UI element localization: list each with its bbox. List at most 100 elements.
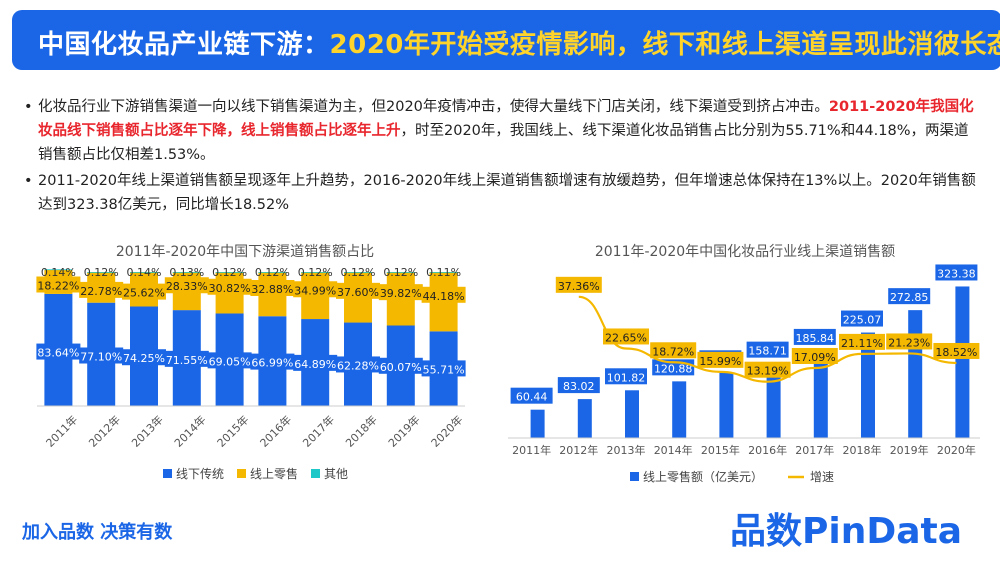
bar-offline-label: 74.25%: [123, 352, 165, 365]
label-bg: [378, 284, 423, 301]
bar-offline-label: 77.10%: [80, 351, 122, 364]
bar-other-label: 0.13%: [169, 266, 204, 279]
label-bg: [164, 350, 209, 367]
label-bg: [839, 333, 885, 350]
legend-label: 线上零售额（亿美元）: [643, 469, 763, 484]
bullet-text: ，时至2020年，我国线上、线下渠道化妆品销售占比分别为55.71%和44.18…: [38, 123, 969, 163]
bar-other: [215, 272, 244, 273]
chart-title: 2011年-2020年中国化妆品行业线上渠道销售额: [595, 244, 895, 260]
bar-other-label: 0.14%: [41, 266, 76, 279]
growth-label: 18.52%: [935, 346, 977, 359]
bar-offline-label: 71.55%: [166, 354, 208, 367]
bar-online-label: 37.60%: [337, 286, 379, 299]
label-bg: [36, 343, 81, 360]
bar-other-label: 0.14%: [127, 266, 162, 279]
label-bg: [122, 283, 166, 300]
label-bg: [650, 342, 697, 359]
x-tick-label: 2020年: [428, 412, 465, 449]
bar-online-label: 28.33%: [166, 280, 208, 293]
label-bg: [336, 282, 380, 299]
bar-offline-label: 66.99%: [251, 357, 293, 370]
label-bg: [888, 288, 931, 305]
label-bg: [122, 349, 166, 366]
bullet-list: 化妆品行业下游销售渠道一向以线下销售渠道为主，但2020年疫情冲击，使得大量线下…: [22, 95, 982, 219]
x-tick-label: 2016年: [257, 412, 294, 449]
x-tick-label: 2015年: [701, 443, 740, 457]
header-bar: [12, 10, 1000, 70]
legend-swatch: [311, 469, 320, 478]
bar-other: [386, 271, 415, 273]
bar-other: [130, 271, 158, 273]
bar-sales-label: 101.82: [607, 371, 646, 384]
growth-line: [578, 295, 957, 383]
page-title: 中国化妆品产业链下游：2020年开始受疫情影响，线下和线上渠道呈现此消彼长态势: [38, 24, 1000, 61]
chart-channel-share-svg: 2011年-2020年中国下游渠道销售额占比83.64%18.22%0.14%2…: [36, 244, 466, 481]
bar-offline-label: 55.71%: [423, 363, 465, 376]
growth-label: 15.99%: [699, 355, 741, 368]
x-tick-label: 2014年: [654, 443, 693, 457]
bar-other-label: 0.12%: [341, 266, 376, 279]
x-tick-label: 2019年: [385, 412, 422, 449]
pindata-logo: 品数PinData: [730, 502, 962, 552]
bar-other-label: 0.12%: [255, 266, 290, 279]
legend-label: 线下传统: [176, 466, 224, 481]
bar-offline-label: 83.64%: [37, 347, 79, 360]
bullet-highlight: 2011-2020年我国化妆品线下销售额占比逐年下降，线上销售额占比逐年上升: [38, 99, 974, 139]
bar-sales: [908, 310, 923, 438]
x-tick-label: 2015年: [214, 412, 251, 449]
label-bg: [697, 351, 744, 368]
growth-label: 37.36%: [558, 280, 600, 293]
growth-label: 18.72%: [652, 345, 694, 358]
bar-other-label: 0.12%: [212, 266, 247, 279]
legend-swatch: [237, 469, 246, 478]
bar-online-label: 25.62%: [123, 287, 165, 300]
bar-other-label: 0.12%: [298, 266, 333, 279]
x-tick-label: 2018年: [342, 412, 379, 449]
x-tick-label: 2017年: [300, 412, 337, 449]
x-tick-label: 2014年: [171, 412, 208, 449]
chart-online-sales: 2011年-2020年中国化妆品行业线上渠道销售额 60.44 2011年 83.02…: [500, 238, 990, 498]
label-bg: [603, 328, 649, 345]
bar-sales-label: 60.44: [516, 391, 548, 404]
chart-title: 2011年-2020年中国下游渠道销售额占比: [116, 244, 374, 260]
bullet-text: 化妆品行业下游销售渠道一向以线下销售渠道为主，但2020年疫情冲击，使得大量线下…: [38, 99, 829, 115]
logo-cn: 品数: [730, 511, 803, 552]
label-bg: [510, 387, 553, 404]
bar-offline-label: 60.07%: [380, 361, 422, 374]
bar-sales-label: 120.88: [654, 362, 693, 375]
bar-other-label: 0.11%: [426, 266, 461, 279]
label-bg: [744, 361, 791, 378]
label-bg: [557, 377, 600, 394]
bar-sales-label: 323.38: [937, 267, 976, 280]
bar-online-label: 30.82%: [209, 282, 251, 295]
logo-en: PinData: [802, 511, 963, 552]
bar-sales: [672, 381, 687, 438]
label-bg: [378, 357, 423, 374]
x-tick-label: 2013年: [607, 443, 646, 457]
growth-label: 13.19%: [747, 365, 789, 378]
label-bg: [250, 353, 295, 370]
bar-online-label: 18.22%: [37, 279, 79, 292]
bar-offline-label: 69.05%: [209, 355, 251, 368]
bar-other: [44, 269, 73, 271]
legend-label: 线上零售: [250, 466, 298, 481]
bar-online-label: 39.82%: [380, 287, 422, 300]
label-bg: [36, 276, 81, 293]
label-bg: [555, 276, 602, 293]
page-title-main: 中国化妆品产业链下游：: [38, 30, 330, 60]
bar-offline-label: 64.89%: [294, 358, 336, 371]
bar-online-label: 32.88%: [251, 283, 293, 296]
label-bg: [605, 368, 647, 385]
label-bg: [421, 286, 466, 303]
label-bg: [79, 281, 124, 298]
x-tick-label: 2012年: [86, 412, 123, 449]
header: 中国化妆品产业链下游：2020年开始受疫情影响，线下和线上渠道呈现此消彼长态势: [0, 0, 1000, 78]
label-bg: [207, 278, 252, 295]
growth-label: 17.09%: [794, 351, 836, 364]
footer-slogan: 加入品数 决策有数: [22, 522, 173, 543]
label-bg: [746, 341, 789, 358]
label-bg: [793, 328, 836, 345]
label-bg: [791, 347, 838, 364]
label-bg: [933, 342, 980, 359]
bullet-item: 化妆品行业下游销售渠道一向以线下销售渠道为主，但2020年疫情冲击，使得大量线下…: [22, 95, 982, 167]
